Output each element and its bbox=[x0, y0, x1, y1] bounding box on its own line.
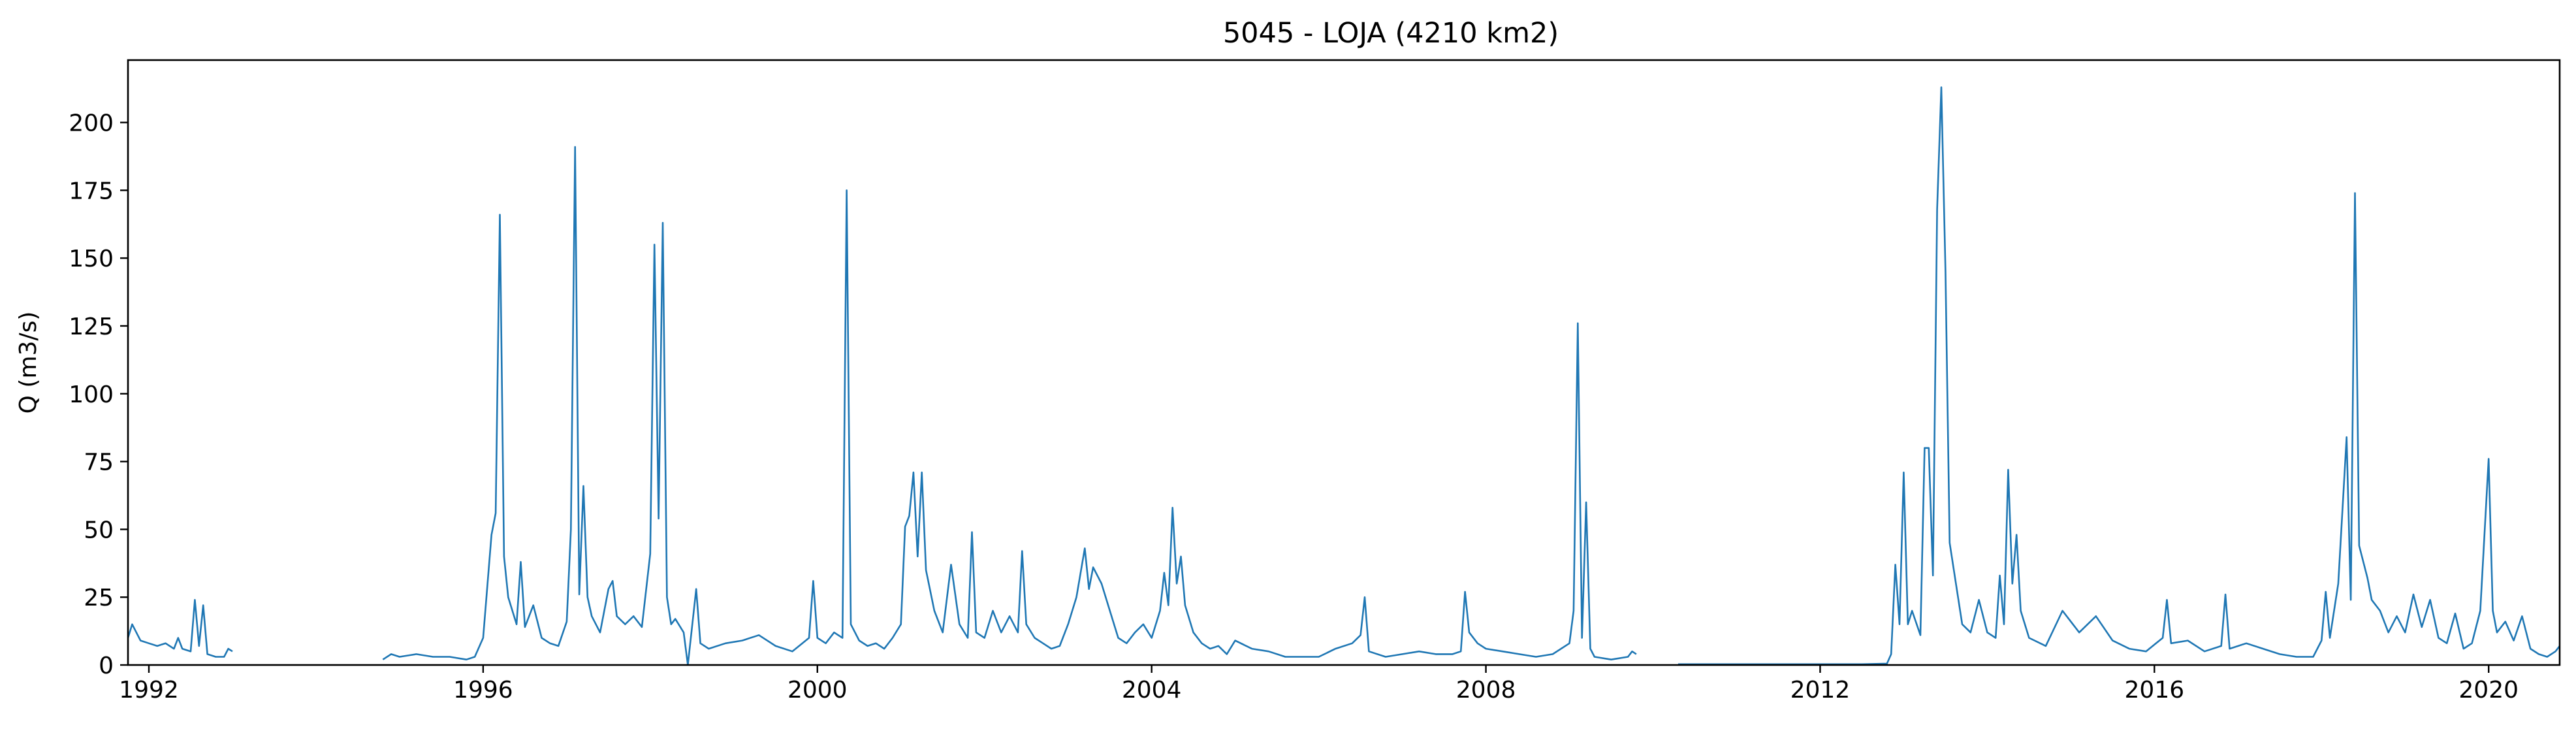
x-tick-label: 2020 bbox=[2458, 677, 2519, 704]
x-tick-label: 2016 bbox=[2125, 677, 2185, 704]
y-tick-label: 75 bbox=[84, 449, 114, 476]
plot-frame bbox=[127, 59, 2561, 666]
chart-title: 5045 - LOJA (4210 km2) bbox=[1223, 17, 1559, 50]
x-tick-label: 2008 bbox=[1456, 677, 1516, 704]
series-line bbox=[128, 598, 233, 658]
y-tick-label: 100 bbox=[69, 381, 114, 408]
x-tick-label: 2012 bbox=[1790, 677, 1851, 704]
y-tick-label: 0 bbox=[99, 653, 114, 679]
y-tick-label: 150 bbox=[69, 246, 114, 272]
y-tick-label: 25 bbox=[84, 585, 114, 611]
series-line bbox=[1678, 86, 2560, 665]
axes: 1992 1996 2000 2004 2008 2012 2016 2020 0 25 50 75 1… bbox=[69, 59, 2561, 704]
y-tick-label: 200 bbox=[69, 110, 114, 137]
x-tick-label: 1992 bbox=[119, 677, 179, 704]
plot-area bbox=[128, 86, 2560, 665]
y-axis-label: Q (m3/s) bbox=[15, 312, 42, 414]
x-tick-label: 2000 bbox=[787, 677, 848, 704]
x-tick-label: 2004 bbox=[1122, 677, 1182, 704]
x-tick-label: 1996 bbox=[453, 677, 513, 704]
y-tick-label: 50 bbox=[84, 517, 114, 543]
y-tick-label: 125 bbox=[69, 314, 114, 340]
series-line bbox=[382, 146, 1637, 665]
y-tick-label: 175 bbox=[69, 178, 114, 204]
